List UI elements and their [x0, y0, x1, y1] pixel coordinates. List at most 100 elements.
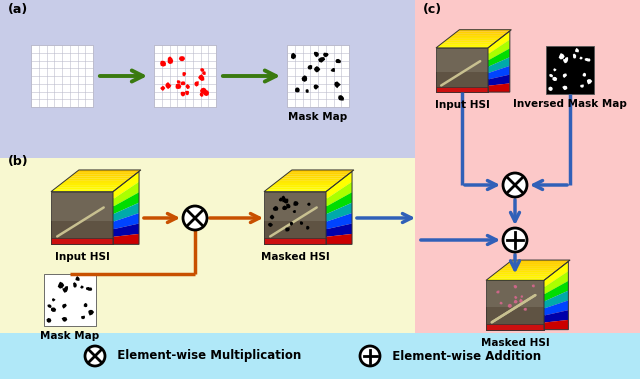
Polygon shape: [559, 53, 564, 59]
Polygon shape: [441, 42, 495, 44]
Polygon shape: [457, 30, 511, 32]
Polygon shape: [51, 192, 113, 244]
Polygon shape: [279, 197, 283, 202]
Polygon shape: [113, 171, 139, 199]
Circle shape: [503, 228, 527, 252]
Polygon shape: [282, 198, 286, 202]
Polygon shape: [264, 238, 326, 244]
Polygon shape: [587, 79, 592, 84]
Polygon shape: [113, 213, 139, 229]
Polygon shape: [306, 226, 310, 230]
Polygon shape: [573, 54, 576, 58]
Polygon shape: [175, 84, 181, 89]
Polygon shape: [62, 181, 127, 183]
Polygon shape: [285, 227, 290, 232]
Polygon shape: [587, 58, 591, 61]
Polygon shape: [524, 308, 527, 311]
Polygon shape: [326, 182, 352, 207]
Polygon shape: [448, 37, 502, 39]
Polygon shape: [185, 91, 189, 95]
Polygon shape: [286, 172, 351, 174]
Polygon shape: [499, 268, 559, 270]
Polygon shape: [286, 203, 291, 208]
Polygon shape: [544, 271, 568, 295]
Polygon shape: [60, 183, 124, 185]
Polygon shape: [54, 187, 118, 189]
Polygon shape: [81, 316, 85, 319]
Polygon shape: [264, 192, 326, 244]
Polygon shape: [74, 284, 77, 288]
Polygon shape: [563, 86, 568, 90]
Polygon shape: [58, 282, 64, 289]
Polygon shape: [326, 224, 352, 237]
Polygon shape: [454, 32, 509, 34]
Polygon shape: [284, 199, 289, 204]
Text: Element-wise Multiplication: Element-wise Multiplication: [109, 349, 301, 362]
Polygon shape: [544, 261, 568, 287]
Polygon shape: [278, 179, 343, 181]
Polygon shape: [284, 174, 348, 176]
Polygon shape: [326, 213, 352, 229]
Polygon shape: [585, 58, 588, 61]
Polygon shape: [200, 92, 204, 97]
Polygon shape: [88, 288, 92, 291]
FancyBboxPatch shape: [44, 274, 96, 326]
Polygon shape: [76, 276, 80, 281]
Polygon shape: [88, 310, 94, 315]
Polygon shape: [295, 87, 300, 93]
Polygon shape: [436, 72, 488, 92]
Polygon shape: [181, 81, 186, 85]
Text: Mask Map: Mask Map: [289, 112, 348, 122]
Polygon shape: [160, 61, 166, 67]
Polygon shape: [508, 304, 512, 308]
Polygon shape: [264, 189, 329, 192]
Polygon shape: [520, 295, 523, 298]
Polygon shape: [51, 307, 56, 312]
Polygon shape: [47, 318, 51, 323]
Polygon shape: [180, 92, 186, 96]
Polygon shape: [492, 274, 552, 276]
Polygon shape: [195, 81, 199, 86]
Polygon shape: [502, 266, 563, 268]
Polygon shape: [182, 72, 186, 77]
Polygon shape: [507, 262, 568, 264]
Polygon shape: [544, 291, 568, 309]
Polygon shape: [338, 95, 344, 101]
Polygon shape: [113, 234, 139, 244]
Text: Inversed Mask Map: Inversed Mask Map: [513, 99, 627, 109]
FancyBboxPatch shape: [0, 158, 415, 333]
Polygon shape: [326, 171, 352, 199]
Polygon shape: [62, 287, 68, 293]
Polygon shape: [488, 276, 549, 278]
Polygon shape: [56, 185, 122, 187]
Polygon shape: [573, 55, 576, 59]
Polygon shape: [488, 48, 510, 67]
Polygon shape: [504, 264, 565, 266]
Text: Input HSI: Input HSI: [435, 100, 490, 110]
Polygon shape: [513, 285, 517, 288]
Polygon shape: [289, 170, 354, 172]
Polygon shape: [269, 215, 275, 219]
Polygon shape: [544, 281, 568, 301]
Polygon shape: [186, 84, 190, 89]
FancyBboxPatch shape: [415, 0, 640, 333]
Polygon shape: [47, 304, 52, 308]
Polygon shape: [494, 272, 554, 274]
Polygon shape: [267, 187, 332, 189]
Polygon shape: [68, 176, 132, 179]
Polygon shape: [450, 35, 504, 37]
Polygon shape: [198, 74, 204, 81]
FancyBboxPatch shape: [546, 46, 594, 94]
Polygon shape: [308, 65, 312, 70]
Polygon shape: [293, 201, 299, 206]
Polygon shape: [326, 192, 352, 214]
Text: Input HSI: Input HSI: [54, 252, 109, 263]
Polygon shape: [443, 41, 497, 42]
Text: Masked HSI: Masked HSI: [481, 338, 549, 347]
FancyBboxPatch shape: [0, 0, 415, 158]
Polygon shape: [488, 57, 510, 73]
Text: (b): (b): [8, 155, 29, 168]
Polygon shape: [74, 172, 138, 174]
Polygon shape: [497, 270, 557, 272]
Polygon shape: [519, 299, 523, 303]
